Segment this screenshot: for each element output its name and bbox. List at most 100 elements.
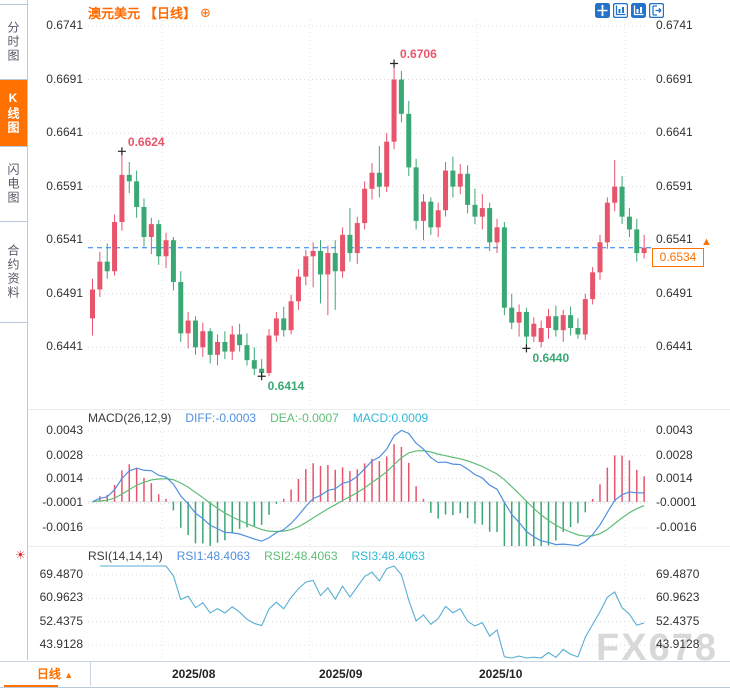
indicator-settings-icon[interactable]: ☀: [15, 548, 26, 562]
axis-tick-label: 0.0028: [656, 447, 693, 462]
rsi-name: RSI(14,14,14): [88, 549, 163, 563]
candle-body: [553, 316, 559, 331]
candle-body: [273, 318, 279, 336]
axis-tick-label: 60.9623: [656, 590, 700, 605]
candle-body: [325, 253, 331, 275]
candle-body: [582, 299, 588, 335]
macd-name: MACD(26,12,9): [88, 411, 172, 425]
axis-tick-label: 69.4870: [39, 567, 83, 581]
candle-body: [362, 188, 368, 224]
candle-body: [97, 261, 103, 290]
candle-body: [487, 208, 493, 243]
candle-body: [457, 173, 463, 187]
price-annotation: 0.6624: [127, 135, 165, 150]
axis-tick-label: 0.0028: [46, 447, 83, 462]
candle-body: [612, 186, 618, 203]
price-annotation: 0.6414: [267, 379, 305, 394]
candle-body: [237, 334, 243, 346]
candle-body: [126, 174, 132, 182]
candle-body: [354, 223, 360, 254]
candle-body: [119, 174, 125, 222]
macd-dea-value: DEA:-0.0007: [270, 411, 339, 425]
axis-tick-label: 0.6541: [46, 232, 83, 247]
axis-tick-label: 0.6441: [46, 339, 83, 354]
candle-body: [568, 315, 574, 329]
xaxis-label-oct: 2025/10: [479, 667, 523, 681]
candle-body: [281, 318, 287, 331]
candle-body: [288, 301, 294, 331]
candle-body: [560, 315, 566, 331]
candle-body: [604, 202, 610, 243]
candle-body: [420, 201, 426, 221]
candle-body: [450, 170, 456, 187]
axis-tick-label: 43.9128: [656, 637, 700, 651]
axis-tick-label: 52.4375: [39, 613, 83, 628]
axis-tick-label: 0.6441: [656, 339, 693, 354]
rsi2-value: RSI2:48.4063: [264, 549, 338, 563]
candle-body: [479, 208, 485, 217]
candle-body: [509, 307, 515, 323]
candle-body: [200, 331, 206, 348]
candle-body: [516, 311, 522, 323]
price-annotation: 0.6440: [532, 351, 570, 366]
candle-body: [90, 289, 95, 319]
sidebar-item-candlestick-chart[interactable]: K线图: [0, 80, 27, 147]
candle-body: [222, 341, 228, 352]
rsi-header: RSI(14,14,14) RSI1:48.4063 RSI2:48.4063 …: [88, 549, 425, 563]
sidebar-item-lightning-chart[interactable]: 闪电图: [0, 147, 27, 222]
candle-body: [369, 172, 375, 189]
current-price-tag: 0.6534: [652, 248, 704, 267]
price-annotation: 0.6706: [400, 47, 437, 62]
candle-body: [340, 234, 346, 272]
period-tab-label: 日线: [36, 667, 61, 681]
candle-body: [104, 261, 110, 272]
extreme-marker-icon: [522, 344, 531, 353]
xaxis-label-sep: 2025/09: [319, 667, 363, 681]
candle-body: [501, 227, 507, 308]
exit-right-icon[interactable]: [649, 3, 664, 18]
axis-tick-label: 0.6741: [656, 18, 693, 32]
bottom-bar: 日线 ▲ 2025/08 2025/09 2025/10: [0, 661, 730, 688]
macd-diff-value: DIFF:-0.0003: [185, 411, 257, 425]
add-indicator-icon[interactable]: ⊕: [200, 4, 211, 20]
yaxis-zoom-active-icon[interactable]: [631, 3, 646, 18]
axis-tick-label: 0.6741: [46, 18, 83, 32]
candle-body: [538, 328, 544, 342]
candle-body: [192, 320, 198, 348]
candle-body: [413, 167, 419, 221]
candle-body: [178, 281, 184, 334]
candle-body: [641, 247, 647, 254]
candle-body: [626, 216, 632, 230]
yaxis-zoom-icon[interactable]: [613, 3, 628, 18]
candle-body: [185, 320, 191, 334]
sidebar-item-contract-info[interactable]: 合约资料: [0, 222, 27, 323]
macd-header: MACD(26,12,9) DIFF:-0.0003 DEA:-0.0007 M…: [88, 411, 428, 425]
crosshair-move-icon[interactable]: [595, 3, 610, 18]
rsi-line: [99, 565, 645, 659]
candle-body: [391, 79, 397, 142]
axis-tick-label: 0.6691: [656, 71, 693, 86]
candle-body: [398, 79, 404, 114]
sidebar-item-timeline-chart[interactable]: 分时图: [0, 4, 27, 80]
candle-body: [244, 345, 250, 361]
axis-tick-label: 0.6591: [656, 178, 693, 193]
axis-tick-label: 0.6641: [656, 125, 693, 140]
candle-body: [148, 224, 154, 237]
candle-body: [251, 360, 257, 369]
axis-tick-label: 0.0043: [46, 422, 83, 437]
extreme-marker-icon: [257, 372, 266, 381]
period-tab-underline: [4, 685, 58, 687]
period-tab-daily[interactable]: 日线 ▲: [20, 662, 91, 686]
axis-tick-label: 0.6591: [46, 178, 83, 193]
axis-tick-label: 69.4870: [656, 567, 700, 581]
axis-tick-label: 0.6641: [46, 125, 83, 140]
axis-tick-label: 43.9128: [39, 637, 83, 651]
axis-tick-label: 0.0043: [656, 422, 693, 437]
candle-body: [376, 172, 382, 187]
axis-tick-label: 0.0014: [656, 470, 693, 485]
instrument-title: 澳元美元: [88, 6, 141, 21]
candle-body: [229, 334, 235, 352]
rsi3-value: RSI3:48.4063: [351, 549, 425, 563]
